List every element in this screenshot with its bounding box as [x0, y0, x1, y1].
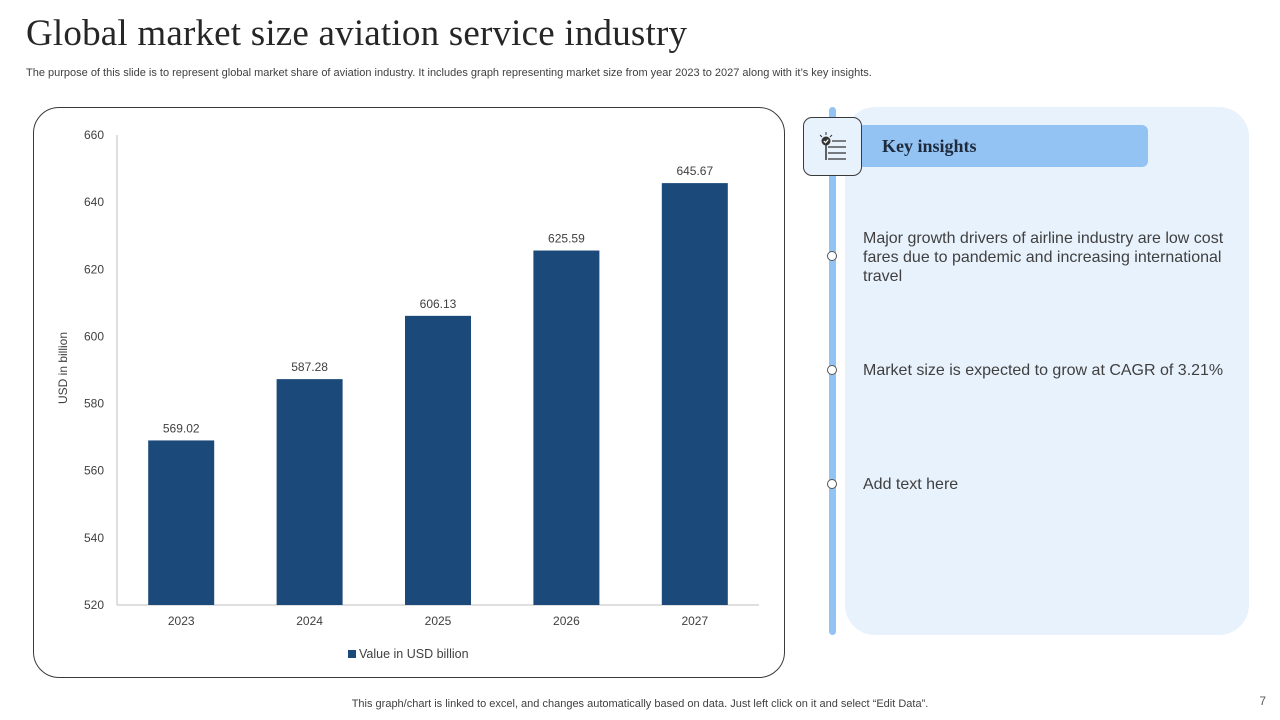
data-label: 569.02 [163, 421, 200, 435]
y-tick-label: 660 [84, 128, 104, 142]
x-tick-label: 2026 [553, 614, 580, 628]
y-tick-label: 560 [84, 464, 104, 478]
slide-title: Global market size aviation service indu… [26, 13, 688, 54]
insights-header-label: Key insights [882, 135, 977, 156]
bar-chart[interactable]: 520 540 560 580 600 620 640 660 569.02 587.28 606… [34, 108, 786, 679]
insight-item: Add text here [863, 476, 959, 493]
legend: Value in USD billion [348, 647, 469, 661]
footer-note-container: This graph/chart is linked to excel, and… [0, 698, 1280, 710]
chart-card[interactable]: 520 540 560 580 600 620 640 660 569.02 587.28 606… [33, 107, 785, 678]
data-label: 606.13 [420, 297, 457, 311]
x-tick-label: 2023 [168, 614, 195, 628]
checklist-lightbulb-icon [819, 131, 846, 160]
x-tick-label: 2024 [296, 614, 323, 628]
page-number: 7 [1259, 694, 1266, 708]
x-axis-ticks: 2023 2024 2025 2026 2027 [168, 614, 709, 628]
y-tick-label: 540 [84, 531, 104, 545]
data-label: 625.59 [548, 232, 585, 246]
x-tick-label: 2025 [425, 614, 452, 628]
bar[interactable] [661, 183, 728, 605]
y-tick-label: 520 [84, 598, 104, 612]
insight-item: Major growth drivers of airline industry… [863, 230, 1224, 285]
x-tick-label: 2027 [681, 614, 708, 628]
y-tick-label: 580 [84, 397, 104, 411]
bars-group: 569.02 587.28 606.13 625.59 645.67 [148, 164, 728, 605]
insights-header: Key insights [862, 125, 1148, 167]
slide-subtitle: The purpose of this slide is to represen… [26, 67, 872, 79]
y-tick-label: 600 [84, 329, 104, 343]
timeline-dot [827, 479, 837, 489]
bar[interactable] [148, 440, 215, 605]
data-label: 587.28 [291, 360, 328, 374]
y-tick-label: 640 [84, 195, 104, 209]
insight-item: Market size is expected to grow at CAGR … [863, 362, 1224, 379]
data-label: 645.67 [676, 164, 713, 178]
y-axis-title: USD in billion [56, 332, 70, 404]
legend-swatch [348, 650, 356, 658]
bar[interactable] [276, 379, 343, 605]
timeline-dot [827, 251, 837, 261]
bar[interactable] [405, 315, 471, 605]
y-tick-label: 620 [84, 262, 104, 276]
y-axis-ticks: 520 540 560 580 600 620 640 660 [84, 128, 104, 612]
bar[interactable] [533, 250, 600, 605]
timeline-dot [827, 365, 837, 375]
legend-label: Value in USD billion [359, 647, 469, 661]
insights-panel [845, 107, 1249, 635]
insights-icon-box [803, 117, 862, 176]
footer-note: This graph/chart is linked to excel, and… [351, 698, 929, 710]
